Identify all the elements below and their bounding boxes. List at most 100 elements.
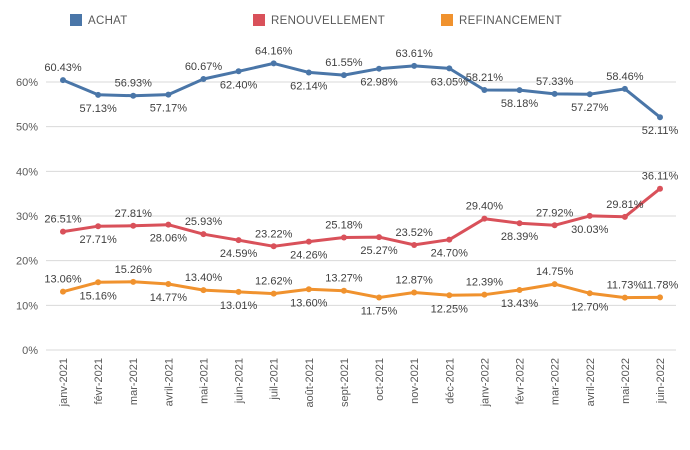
data-point (95, 223, 102, 230)
x-tick-label: juil-2021 (269, 358, 281, 401)
data-point (411, 62, 418, 69)
data-label: 25.18% (325, 220, 363, 232)
x-axis-ticks: janv-2021 févr-2021 mar-2021 avril-2021 mai-… (58, 358, 667, 408)
data-label: 57.17% (150, 103, 188, 115)
data-point (551, 281, 558, 288)
data-point (235, 68, 242, 75)
data-label: 23.52% (396, 227, 434, 239)
data-label: 29.40% (466, 201, 504, 213)
data-label: 57.27% (571, 102, 609, 114)
x-tick-label: janv-2022 (479, 358, 491, 407)
data-point (340, 72, 347, 79)
data-label: 15.26% (115, 264, 153, 276)
data-label: 28.39% (501, 231, 539, 243)
series (60, 60, 663, 301)
x-tick-label: août-2021 (304, 358, 316, 408)
data-label: 12.39% (466, 277, 504, 289)
data-point (305, 286, 312, 293)
data-labels: 60.43% 57.13% 56.93% 57.17% 60.67% 62.40% 64.1… (44, 45, 678, 317)
data-label: 25.93% (185, 216, 223, 228)
data-point (621, 294, 628, 301)
data-label: 60.43% (44, 62, 82, 74)
data-label: 63.61% (396, 48, 434, 60)
y-tick-label: 40% (16, 166, 38, 178)
data-label: 14.77% (150, 292, 188, 304)
x-tick-label: mar-2021 (128, 358, 140, 405)
data-label: 60.67% (185, 61, 223, 73)
data-label: 27.92% (536, 207, 574, 219)
data-label: 13.40% (185, 272, 223, 284)
data-point (551, 222, 558, 229)
data-label: 12.70% (571, 301, 609, 313)
data-point (130, 92, 137, 99)
data-point (270, 243, 277, 250)
data-label: 15.16% (79, 290, 117, 302)
data-point (200, 287, 207, 294)
data-point (586, 91, 593, 98)
data-point (586, 290, 593, 297)
data-label: 24.26% (290, 250, 328, 262)
x-tick-label: févr-2022 (515, 358, 527, 404)
data-label: 62.14% (290, 80, 328, 92)
data-label: 14.75% (536, 266, 574, 278)
y-tick-label: 10% (16, 300, 38, 312)
legend-swatch (253, 14, 265, 26)
y-tick-label: 50% (16, 122, 38, 134)
data-label: 13.06% (44, 274, 82, 286)
data-label: 62.40% (220, 79, 258, 91)
x-tick-label: janv-2021 (58, 358, 70, 407)
data-label: 13.27% (325, 273, 363, 285)
x-tick-label: févr-2021 (93, 358, 105, 404)
y-tick-label: 60% (16, 77, 38, 89)
data-label: 62.98% (360, 77, 398, 89)
data-label: 26.51% (44, 214, 82, 226)
legend: ACHAT RENOUVELLEMENT REFINANCEMENT (70, 14, 562, 27)
data-point (130, 222, 137, 229)
data-label: 24.70% (431, 248, 469, 260)
legend-swatch (441, 14, 453, 26)
data-point (516, 87, 523, 94)
data-label: 57.13% (79, 103, 117, 115)
legend-label: ACHAT (88, 15, 128, 27)
data-label: 11.75% (361, 306, 398, 318)
data-point (235, 237, 242, 244)
data-label: 27.71% (79, 234, 117, 246)
legend-label: RENOUVELLEMENT (271, 15, 385, 27)
data-label: 63.05% (431, 76, 469, 88)
data-label: 64.16% (255, 45, 293, 57)
data-label: 25.27% (360, 245, 398, 257)
data-point (446, 236, 453, 243)
data-label: 29.81% (606, 199, 644, 211)
data-label: 12.87% (396, 275, 434, 287)
series-line-achat (62, 61, 661, 119)
data-point (95, 279, 102, 286)
data-label: 58.21% (466, 72, 504, 84)
data-point (235, 288, 242, 295)
data-point (446, 65, 453, 72)
data-point (657, 185, 663, 192)
x-tick-label: juin-2021 (234, 358, 246, 404)
data-point (270, 290, 277, 297)
data-label: 13.60% (290, 297, 328, 309)
data-label: 56.93% (115, 78, 153, 90)
data-label: 12.62% (255, 276, 293, 288)
data-label: 30.03% (571, 224, 609, 236)
y-tick-label: 20% (16, 256, 38, 268)
data-label: 61.55% (325, 57, 363, 69)
x-tick-label: sept-2021 (339, 358, 351, 407)
data-point (411, 289, 418, 296)
y-tick-label: 30% (16, 211, 38, 223)
x-tick-label: mai-2021 (198, 358, 210, 404)
x-tick-label: déc-2021 (444, 358, 456, 404)
x-tick-label: mar-2022 (550, 358, 562, 405)
data-point (621, 213, 628, 220)
data-point (516, 287, 523, 294)
data-point (270, 60, 277, 67)
data-label: 52.11% (642, 125, 679, 137)
data-label: 27.81% (115, 208, 153, 220)
data-point (516, 220, 523, 227)
data-point (165, 281, 172, 288)
y-tick-label: 0% (22, 345, 38, 357)
data-label: 13.43% (501, 298, 539, 310)
